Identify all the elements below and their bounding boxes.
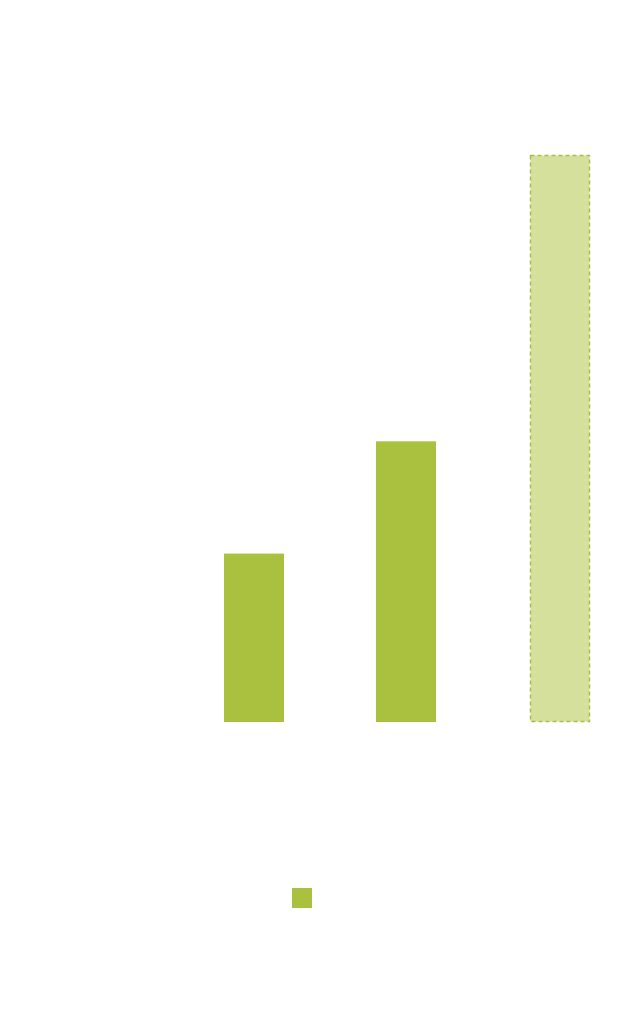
- bar-3: [529, 154, 591, 723]
- legend-swatch: [292, 888, 312, 908]
- legend: [292, 888, 320, 908]
- bars-layer: [224, 154, 591, 723]
- bar-2: [376, 441, 436, 722]
- bar-1: [224, 553, 284, 722]
